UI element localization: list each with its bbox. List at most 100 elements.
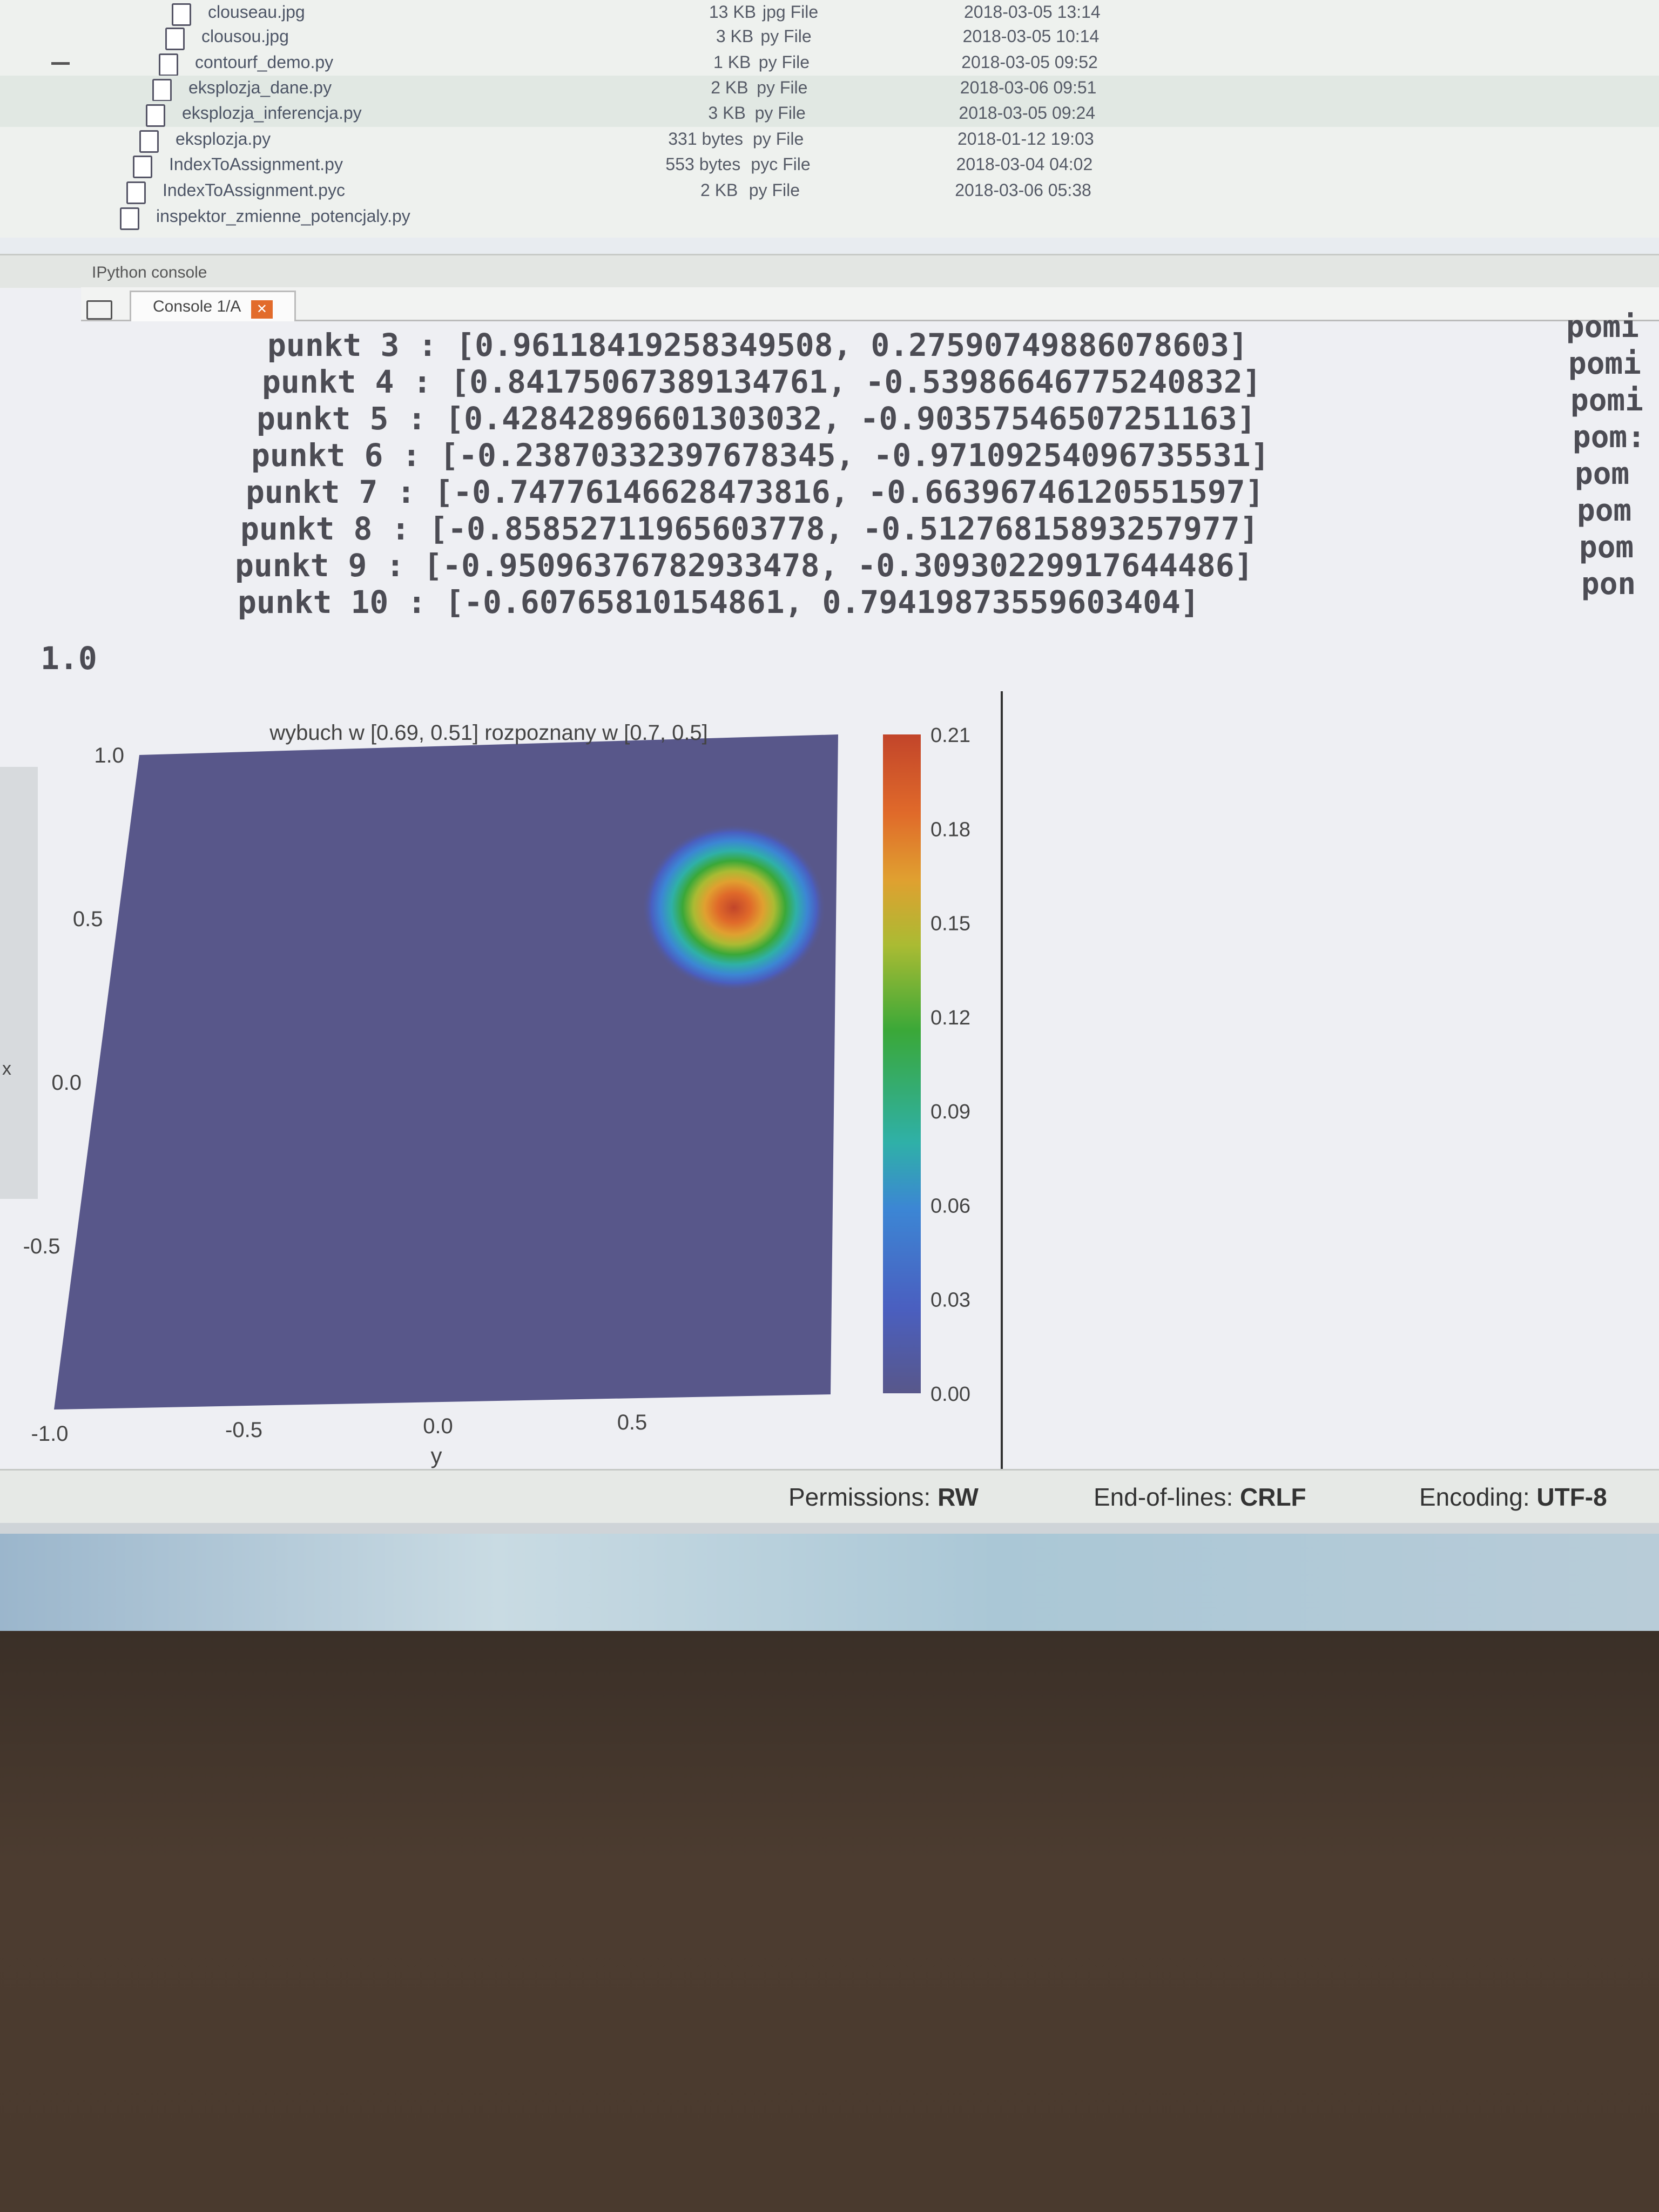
x-tick-label: 0.5 xyxy=(617,1411,648,1434)
file-row[interactable]: inspektor_zmienne_potencjaly.py xyxy=(0,204,1659,230)
file-row[interactable]: IndexToAssignment.py 553 bytes pyc File 201… xyxy=(0,152,1659,178)
file-name: inspektor_zmienne_potencjaly.py xyxy=(156,206,410,226)
file-type: py File xyxy=(753,129,804,149)
tab-label: Console 1/A xyxy=(153,298,241,315)
file-size: 13 KB xyxy=(709,2,756,22)
console-line: punkt 7 : [-0.74776146628473816, -0.6639… xyxy=(246,474,1264,510)
console-line: punkt 10 : [-0.60765810154861, 0.7941987… xyxy=(238,584,1199,621)
pane-title: IPython console xyxy=(92,264,207,281)
file-row[interactable]: IndexToAssignment.pyc 2 KB py File 2018-03-… xyxy=(0,178,1659,204)
x-axis-label: y xyxy=(431,1443,442,1468)
colorbar-tick-label: 0.00 xyxy=(930,1383,970,1406)
status-eol: End-of-lines: CRLF xyxy=(1094,1483,1306,1511)
file-row[interactable]: clouseau.jpg 13 KB jpg File 2018-03-05 13:1… xyxy=(0,0,1659,26)
x-tick-label: 0.0 xyxy=(423,1414,453,1438)
console-line: punkt 8 : [-0.85852711965603778, -0.5127… xyxy=(240,510,1259,547)
colorbar-tick-label: 0.18 xyxy=(930,818,970,841)
file-name: IndexToAssignment.pyc xyxy=(163,180,345,200)
console-line-overflow: pom: xyxy=(1573,420,1645,455)
file-icon xyxy=(152,79,172,102)
file-row[interactable]: eksplozja.py 331 bytes py File 2018-01-12 1… xyxy=(0,127,1659,153)
colorbar-tick-label: 0.15 xyxy=(930,913,970,935)
console-line: punkt 4 : [0.84175067389134761, -0.53986… xyxy=(262,363,1262,400)
colorbar-tick-label: 0.21 xyxy=(930,724,970,747)
colorbar xyxy=(883,734,921,1393)
tab-console[interactable]: Console 1/A ✕ xyxy=(130,291,296,321)
console-line-overflow: pom xyxy=(1575,456,1630,491)
colorbar-tick-label: 0.06 xyxy=(930,1195,970,1217)
file-icon xyxy=(126,181,146,204)
heatmap-background xyxy=(54,734,838,1410)
colorbar-tick-label: 0.03 xyxy=(930,1289,970,1312)
console-line: punkt 5 : [0.42842896601303032, -0.90357… xyxy=(257,400,1256,437)
console-value: 1.0 xyxy=(41,640,97,677)
file-date: 2018-03-06 05:38 xyxy=(955,180,1091,200)
file-type: py File xyxy=(754,103,806,123)
file-row[interactable]: eksplozja_inferencja.py 3 KB py File 2018-0… xyxy=(0,101,1659,127)
tab-bar xyxy=(81,287,1659,321)
close-icon[interactable]: ✕ xyxy=(251,300,273,319)
file-date: 2018-01-12 19:03 xyxy=(957,129,1094,149)
scrollbar[interactable] xyxy=(0,767,38,1199)
console-line: punkt 9 : [-0.95096376782933478, -0.3093… xyxy=(235,547,1253,584)
file-type: pyc File xyxy=(751,154,811,174)
screen-reflection xyxy=(0,1534,1659,1631)
console-line-overflow: pon xyxy=(1581,567,1636,602)
console-line-overflow: pomi xyxy=(1566,309,1639,345)
file-name: contourf_demo.py xyxy=(195,52,334,72)
file-name: eksplozja.py xyxy=(176,129,271,149)
file-name: eksplozja_dane.py xyxy=(188,78,332,97)
file-date: 2018-03-05 10:14 xyxy=(962,26,1100,46)
file-row[interactable]: clousou.jpg 3 KB py File 2018-03-05 10:14 xyxy=(0,24,1659,50)
console-line-overflow: pomi xyxy=(1570,383,1643,418)
file-row[interactable]: eksplozja_dane.py 2 KB py File 2018-03-06 0… xyxy=(0,76,1659,102)
file-icon xyxy=(159,53,178,76)
colorbar-tick-label: 0.09 xyxy=(930,1101,970,1123)
console-line: punkt 6 : [-0.23870332397678345, -0.9710… xyxy=(251,437,1270,474)
file-date: 2018-03-06 09:51 xyxy=(960,78,1097,97)
file-icon xyxy=(139,130,159,153)
pane-title-bar xyxy=(0,254,1659,288)
x-tick-label: -1.0 xyxy=(31,1422,69,1446)
console-line: punkt 3 : [0.96118419258349508, 0.275907… xyxy=(267,327,1248,363)
file-type: py File xyxy=(758,52,810,72)
colorbar-tick-label: 0.12 xyxy=(930,1007,970,1029)
file-date: 2018-03-05 09:24 xyxy=(959,103,1096,123)
file-size: 1 KB xyxy=(713,52,751,72)
taskbar xyxy=(0,1523,1659,1534)
console-line-overflow: pom xyxy=(1579,530,1634,565)
file-icon xyxy=(165,28,185,50)
file-date: 2018-03-05 13:14 xyxy=(964,2,1101,22)
console-line-overflow: pom xyxy=(1577,493,1632,528)
file-icon xyxy=(120,207,139,230)
file-size: 2 KB xyxy=(711,78,748,97)
file-browser: clouseau.jpg 13 KB jpg File 2018-03-05 13:1… xyxy=(0,0,1659,238)
file-type: jpg File xyxy=(763,2,819,22)
file-icon xyxy=(133,156,152,178)
screen: clouseau.jpg 13 KB jpg File 2018-03-05 13:1… xyxy=(0,0,1659,1631)
y-tick-label: -0.5 xyxy=(23,1235,60,1258)
file-date: 2018-03-05 09:52 xyxy=(961,52,1098,72)
console-line-overflow: pomi xyxy=(1568,346,1641,381)
file-name: eksplozja_inferencja.py xyxy=(182,103,362,123)
chart-title: wybuch w [0.69, 0.51] rozpoznany w [0.7,… xyxy=(269,721,708,745)
file-size: 3 KB xyxy=(716,26,754,46)
status-encoding: Encoding: UTF-8 xyxy=(1419,1483,1607,1511)
file-date: 2018-03-04 04:02 xyxy=(956,154,1093,174)
y-tick-label: 1.0 xyxy=(94,744,124,767)
file-icon xyxy=(146,104,165,127)
x-tick-label: -0.5 xyxy=(225,1418,262,1442)
file-type: py File xyxy=(760,26,812,46)
file-type: py File xyxy=(748,180,800,200)
file-row[interactable]: contourf_demo.py 1 KB py File 2018-03-05 09… xyxy=(0,50,1659,76)
status-permissions: Permissions: RW xyxy=(788,1483,979,1511)
file-name: IndexToAssignment.py xyxy=(169,154,343,174)
file-size: 331 bytes xyxy=(668,129,743,149)
heatmap-peak xyxy=(642,824,826,992)
y-tick-label: 0.0 xyxy=(51,1071,82,1095)
file-size: 2 KB xyxy=(700,180,738,200)
y-axis-label: x xyxy=(2,1058,11,1079)
folder-icon[interactable] xyxy=(86,300,112,320)
collapse-icon[interactable] xyxy=(51,62,70,65)
heatmap-figure: wybuch w [0.69, 0.51] rozpoznany w [0.7,… xyxy=(2,691,1003,1469)
